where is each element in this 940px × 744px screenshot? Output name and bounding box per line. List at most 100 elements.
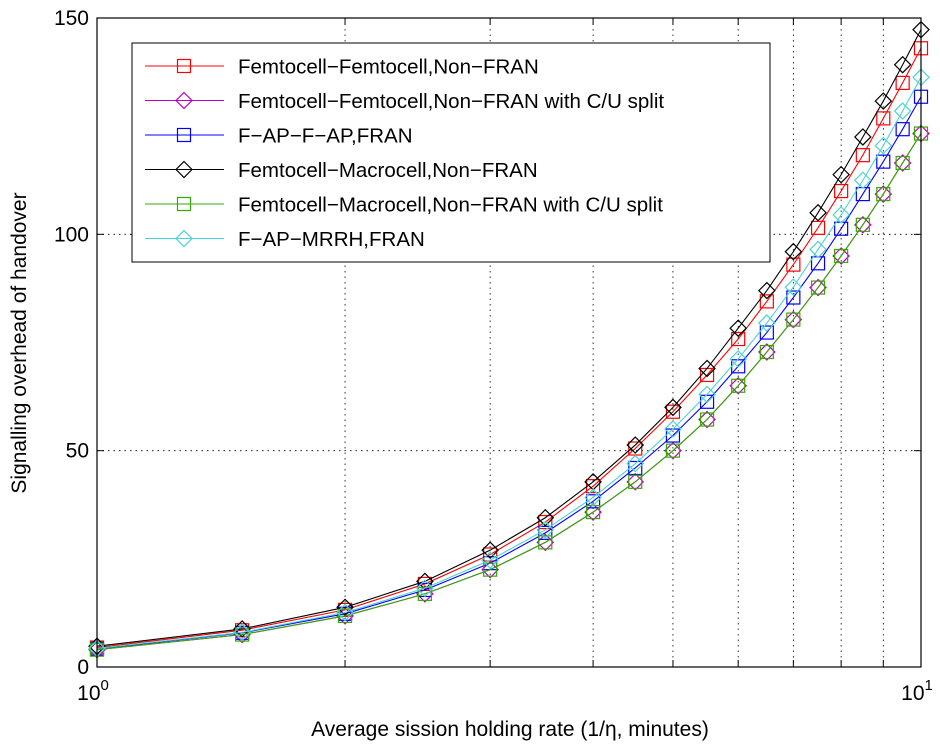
data-point [538,535,553,550]
data-point [731,331,746,347]
data-point [698,385,716,404]
data-point [893,154,912,172]
legend-entry[interactable]: Femtocell−Femtocell,Non−FRAN with C/U sp… [145,90,664,113]
data-point [536,520,555,539]
data-point [626,436,645,454]
y-tick-label: 50 [66,440,89,463]
legend-marker [175,229,193,248]
data-point [759,294,774,309]
data-point [834,183,849,199]
data-point [665,404,681,419]
data-point [895,122,910,137]
legend-marker [176,58,192,74]
data-point [731,378,746,393]
data-point [759,344,774,360]
legend-box [131,42,771,263]
data-point [536,508,555,527]
y-tick-label: 0 [77,656,89,679]
data-point [876,186,891,202]
data-point [416,579,434,598]
data-point [853,171,872,190]
data-point [895,155,910,171]
data-point [786,312,801,327]
legend[interactable]: Femtocell−Femtocell,Non−FRAN Femtocell−Fe… [131,42,771,263]
data-point [233,623,251,642]
data-point [893,55,912,74]
data-point [786,290,801,305]
data-point [481,551,499,569]
legend-entry[interactable]: Femtocell−Macrocell,Non−FRAN [145,159,538,182]
data-point [416,572,434,591]
legend-entry[interactable]: F−AP−F−AP,FRAN [145,125,413,148]
data-point [893,102,912,120]
data-point [876,111,891,126]
x-axis-label: Average sission holding rate (1/η, minut… [311,718,709,741]
data-point [337,608,353,624]
data-point [698,359,716,378]
data-point [810,280,826,295]
data-point [626,472,645,491]
data-point [809,240,827,259]
data-point [336,598,354,617]
data-point [874,92,893,110]
legend-entry[interactable]: F−AP−MRRH,FRAN [145,228,425,251]
data-point [855,217,870,232]
data-point [876,154,891,169]
data-point [855,148,870,163]
legend-marker [175,160,193,179]
data-point [584,503,602,521]
y-tick-label: 150 [54,7,89,30]
series-5 [89,126,929,657]
legend-label: Femtocell−Femtocell,Non−FRAN with C/U sp… [238,90,664,113]
data-point [665,443,681,458]
data-point [729,319,748,338]
data-point [809,203,827,222]
series-line [96,77,922,649]
data-point [664,420,682,438]
data-point [853,128,872,146]
data-point [699,412,715,427]
data-point [757,281,776,300]
x-tick-label: 100 [77,677,109,705]
data-point [809,278,827,297]
grid-lines [97,18,921,667]
data-point [757,314,776,332]
data-point [336,603,354,622]
data-point [417,586,433,601]
data-point [698,410,716,429]
x-tick-label: 101 [901,677,933,705]
legend-label: F−AP−MRRH,FRAN [238,228,425,251]
data-point [786,257,801,272]
legend-label: F−AP−F−AP,FRAN [238,125,413,148]
data-point [853,215,872,234]
legend-label: Femtocell−Femtocell,Non−FRAN [238,56,539,79]
data-point [584,488,602,507]
data-point [784,242,803,261]
legend-marker [176,196,192,212]
legend-entry[interactable]: Femtocell−Macrocell,Non−FRAN with C/U sp… [145,194,663,217]
series-line [96,133,922,651]
data-point [832,165,850,184]
data-point [626,454,645,473]
axes: 0 50 100 150 100 101 [54,7,933,705]
data-point [832,247,850,265]
legend-marker [175,91,193,110]
legend-entry[interactable]: Femtocell−Femtocell,Non−FRAN [145,56,539,79]
data-point [874,136,893,155]
plot-frame [96,17,922,668]
data-point [895,75,910,91]
data-point [483,562,498,577]
data-point [832,206,850,224]
legend-label: Femtocell−Macrocell,Non−FRAN [238,159,538,182]
series-line [96,29,922,647]
legend-label: Femtocell−Macrocell,Non−FRAN with C/U sp… [238,194,663,217]
data-point [759,325,774,340]
data-point [628,474,643,489]
data-point [481,541,499,560]
data-point [874,185,893,203]
y-tick-label: 100 [54,223,89,246]
data-point [834,248,849,264]
data-point [784,278,803,296]
